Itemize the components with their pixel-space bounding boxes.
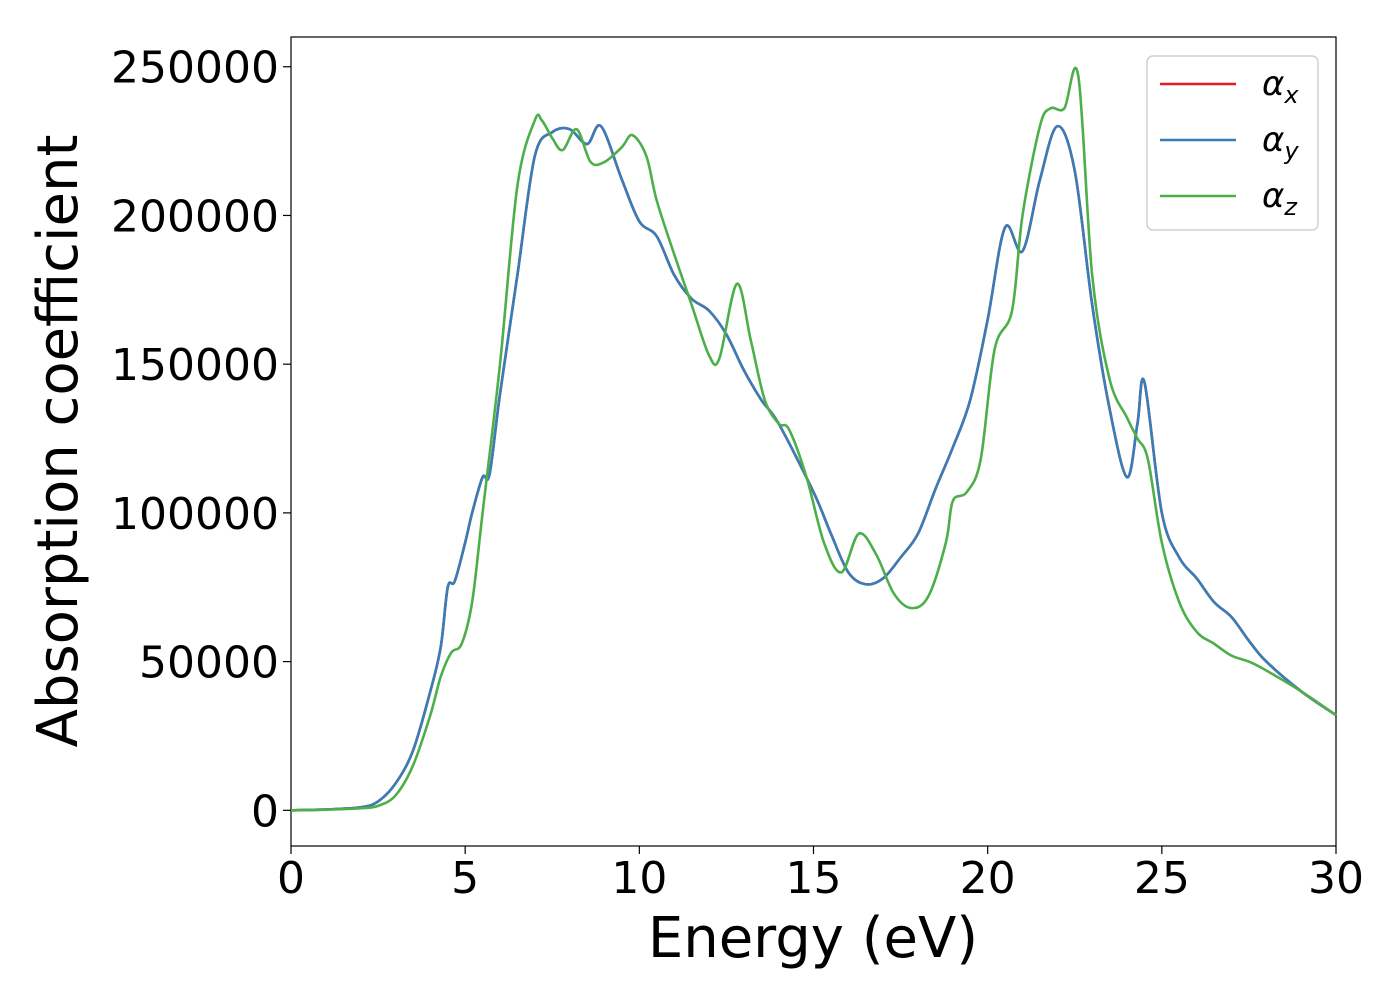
series-line-alpha-z [290,66,1337,812]
y-tick-label: 0 [251,786,279,837]
x-tick-label: 25 [1134,853,1190,904]
series-lines [290,66,1337,812]
legend: αx αy αz [1146,55,1319,231]
x-tick-label: 15 [786,853,842,904]
y-tick-label: 100000 [111,489,279,540]
y-tick-label: 150000 [111,340,279,391]
series-line-alpha-y [290,123,1337,812]
x-tick-label: 10 [611,853,667,904]
axis-ticks: 0 5 10 15 20 25 30 0 50000 100000 150000 200000 2500… [111,43,1364,904]
y-tick-label: 200000 [111,191,279,242]
y-tick-label: 50000 [139,638,279,689]
x-tick-label: 5 [451,853,479,904]
legend-items: αx αy αz [1160,64,1299,221]
x-tick-label: 30 [1308,853,1364,904]
y-tick-label: 250000 [111,43,279,94]
legend-label-alpha-z: αz [1262,176,1298,221]
legend-label-alpha-y: αy [1262,120,1299,165]
y-axis-title: Absorption coefficient [26,135,91,748]
x-tick-label: 20 [960,853,1016,904]
x-tick-label: 0 [277,853,305,904]
legend-box [1146,55,1319,231]
legend-label-alpha-x: αx [1262,64,1299,109]
x-axis-title: Energy (eV) [648,906,978,971]
